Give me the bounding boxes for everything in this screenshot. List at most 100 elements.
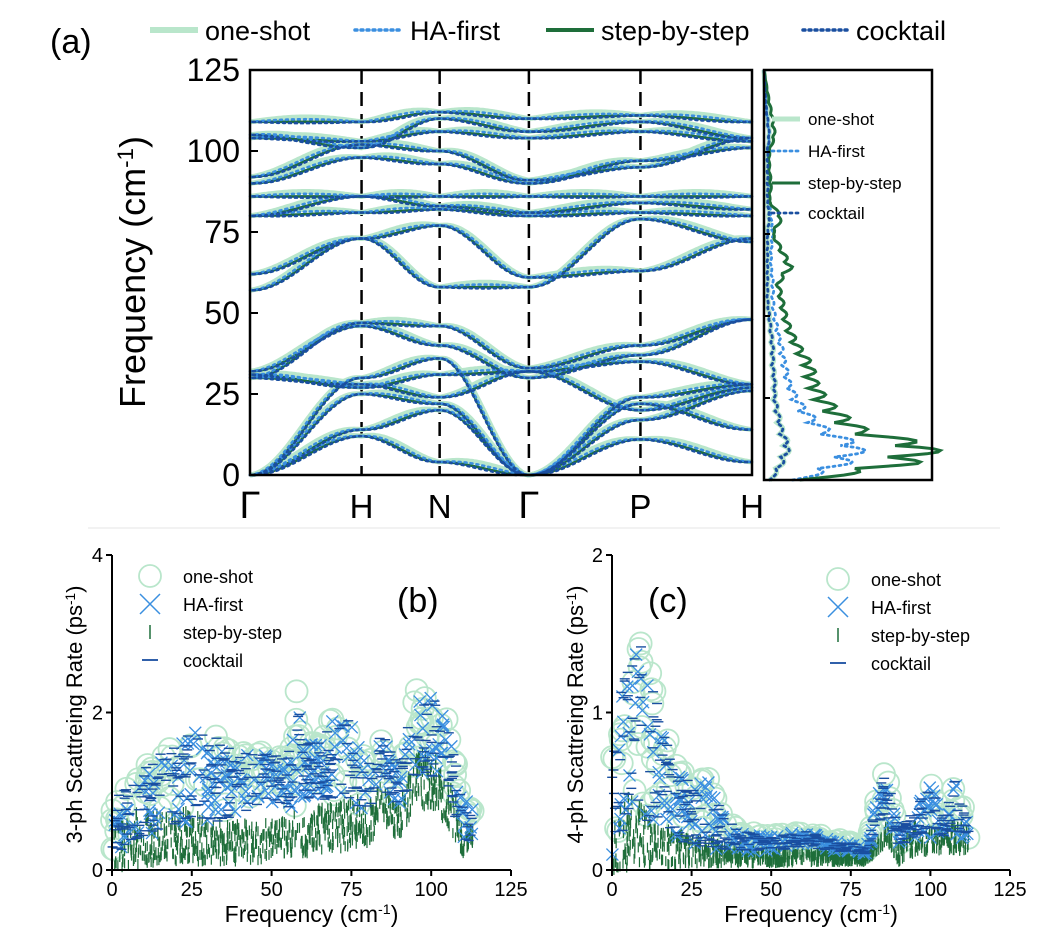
ha-first-marker <box>625 795 639 808</box>
one-shot-marker <box>412 686 437 711</box>
ha-first-marker <box>620 680 634 694</box>
x-axis-title: Frequency (cm-1) <box>225 901 399 927</box>
ha-first-marker <box>614 812 627 826</box>
one-shot-marker <box>425 762 450 786</box>
x-axis-title: Frequency (cm-1) <box>724 901 898 927</box>
ha-first-marker <box>313 751 327 765</box>
ha-first-marker <box>172 762 186 776</box>
one-shot-marker <box>280 744 305 769</box>
band-ha-first <box>248 434 754 477</box>
ha-first-marker <box>622 726 636 740</box>
x-tick-label: P <box>629 488 651 525</box>
ha-first-marker <box>305 738 319 752</box>
band-ha-first <box>248 369 754 412</box>
one-shot-marker <box>276 748 301 773</box>
ha-first-marker <box>416 721 430 735</box>
x-tick-label: 100 <box>914 879 947 901</box>
band-one-shot <box>249 126 753 144</box>
ha-first-marker <box>402 737 416 751</box>
ha-first-marker <box>247 773 261 787</box>
ha-first-marker <box>409 758 423 772</box>
one-shot-marker <box>284 679 309 704</box>
band-ha-first <box>248 192 754 198</box>
band-one-shot <box>249 387 753 478</box>
legend-step-by-step-label: step-by-step <box>601 16 750 46</box>
one-shot-marker <box>289 720 314 745</box>
dos-step-by-step-line <box>762 69 944 482</box>
ha-first-marker <box>641 720 655 734</box>
y-tick-label: 0 <box>222 457 240 493</box>
ha-first-marker <box>224 778 238 792</box>
ha-first-marker <box>168 808 182 822</box>
one-shot-marker <box>402 690 427 715</box>
y-tick-label: 75 <box>204 214 240 250</box>
band-cocktail <box>248 369 754 412</box>
ha-first-marker <box>402 744 416 758</box>
dos-cocktail-line <box>762 68 791 482</box>
band-one-shot <box>249 432 753 478</box>
x-tick-label: Γ <box>240 485 261 527</box>
band-ha-first <box>248 389 754 477</box>
x-tick-label: 75 <box>340 879 362 901</box>
x-tick-label: 125 <box>993 879 1026 901</box>
one-shot-marker <box>404 678 429 703</box>
ha-first-marker <box>214 803 228 817</box>
one-shot-marker <box>919 773 944 798</box>
y-tick-label: 0 <box>92 860 103 882</box>
ha-first-marker <box>379 764 393 778</box>
band-ha-first <box>248 317 754 380</box>
ha-first-marker <box>357 754 371 768</box>
panel-a-dos: one-shot HA-first step-by-step cocktail <box>761 68 944 482</box>
dos-legend-HA-first-label: HA-first <box>808 142 865 161</box>
ha-first-marker <box>673 793 687 807</box>
x-tick-label: H <box>740 488 764 525</box>
band-cocktail <box>248 318 754 380</box>
ha-first-marker <box>958 827 972 841</box>
y-tick-label: 25 <box>204 376 240 412</box>
legend-one-shot-marker <box>138 564 162 588</box>
x-tick-label: 0 <box>606 879 617 901</box>
ha-first-marker <box>148 811 162 824</box>
ha-first-marker <box>413 708 427 722</box>
ha-first-marker <box>709 842 723 856</box>
band-ha-first <box>248 146 754 185</box>
ha-first-marker <box>254 777 268 791</box>
one-shot-marker <box>626 732 650 756</box>
one-shot-marker <box>444 752 468 777</box>
ha-first-marker <box>325 714 339 728</box>
one-shot-marker <box>627 655 652 680</box>
y-tick-label: 1 <box>592 703 603 725</box>
ha-first-marker <box>675 771 689 785</box>
legend-step-by-step-label: step-by-step <box>183 623 282 643</box>
ha-first-marker <box>643 727 657 741</box>
one-shot-marker <box>204 724 228 749</box>
ha-first-marker <box>653 771 667 785</box>
x-tick-label: N <box>428 488 452 525</box>
one-shot-marker <box>222 762 247 787</box>
ha-first-marker <box>759 843 773 857</box>
panel-a-dispersion: 0 25 50 75 100 125 Γ H N Γ P H Frequency (cm-1) <box>112 52 764 527</box>
band-ha-first <box>248 136 754 182</box>
y-axis-title: Frequency (cm-1) <box>112 136 153 408</box>
y-axis-title: 3-ph Scattreing Rate (ps-1) <box>62 586 87 844</box>
ha-first-marker <box>616 715 630 729</box>
panel-title: (b) <box>397 582 439 620</box>
band-ha-first <box>248 217 754 289</box>
band-one-shot <box>249 215 753 290</box>
one-shot-marker <box>231 741 256 765</box>
band-cocktail <box>248 195 754 199</box>
y-tick-label: 0 <box>592 860 603 882</box>
band-cocktail <box>248 207 754 218</box>
legend-one-shot-marker <box>826 567 850 591</box>
legend-ha-first-marker <box>827 596 849 618</box>
legend-step-by-step-label: step-by-step <box>871 626 970 646</box>
one-shot-marker <box>216 738 241 763</box>
ha-first-marker <box>351 740 365 754</box>
ha-first-marker <box>424 691 438 705</box>
band-cocktail <box>248 110 754 125</box>
ha-first-marker <box>200 813 214 827</box>
legend-one-shot-label: one-shot <box>205 16 311 46</box>
band-cocktail <box>248 357 754 477</box>
ha-first-marker <box>715 810 729 824</box>
